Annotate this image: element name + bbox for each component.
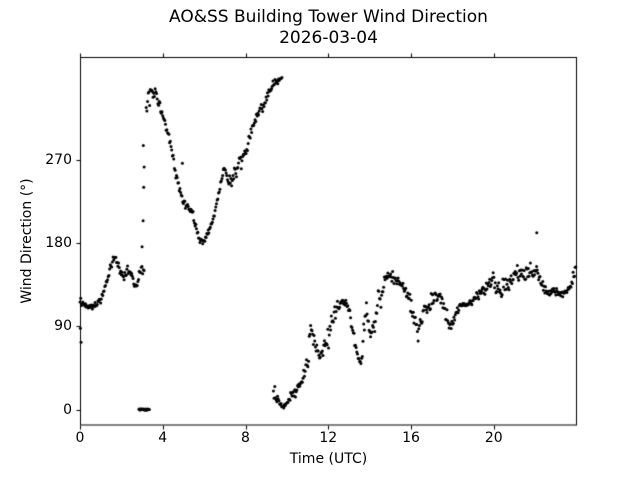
- y-tick-label: 90: [54, 318, 72, 335]
- plot-title: AO&SS Building Tower Wind Direction: [169, 7, 488, 27]
- y-tick-label: 0: [63, 401, 72, 418]
- x-tick-label: 8: [241, 430, 250, 446]
- x-axis-label: Time (UTC): [289, 451, 368, 467]
- plot-subtitle-date: 2026-03-04: [279, 28, 378, 48]
- x-tick-label: 0: [75, 430, 85, 446]
- x-tick-label: 12: [319, 430, 338, 446]
- x-tick-label: 16: [402, 430, 420, 446]
- y-tick-label: 270: [45, 151, 72, 168]
- x-tick-label: 20: [484, 430, 503, 446]
- x-tick-label: 4: [158, 430, 168, 446]
- y-tick-label: 180: [45, 234, 72, 251]
